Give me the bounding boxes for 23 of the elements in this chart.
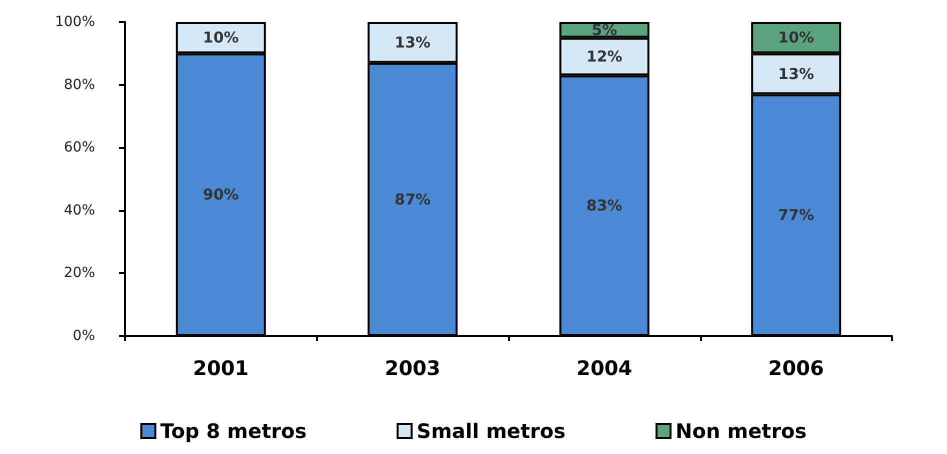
x-tick-label: 2001 [193, 356, 249, 380]
y-tick-label: 0% [72, 328, 95, 344]
legend-label: Non metros [676, 419, 807, 443]
data-label: 10% [202, 28, 239, 47]
data-label: 87% [394, 190, 431, 208]
data-label: 77% [778, 206, 814, 224]
legend-label: Small metros [416, 419, 566, 443]
y-tick-label: 100% [54, 14, 95, 30]
data-label: 13% [778, 64, 814, 83]
y-tick-label: 20% [64, 265, 95, 282]
data-label: 12% [586, 48, 622, 66]
x-tick-label: 2003 [384, 356, 440, 380]
data-label: 5% [592, 20, 618, 39]
x-tick-label: 2004 [576, 356, 632, 380]
data-label: 83% [586, 196, 622, 215]
x-tick-label: 2006 [768, 356, 824, 380]
y-tick-label: 40% [64, 202, 95, 218]
y-tick-label: 80% [64, 76, 95, 93]
data-label: 90% [202, 186, 239, 204]
legend-label: Top 8 metros [160, 419, 307, 443]
data-label: 10% [778, 28, 814, 47]
y-tick-label: 60% [64, 140, 95, 156]
data-label: 13% [394, 33, 431, 52]
